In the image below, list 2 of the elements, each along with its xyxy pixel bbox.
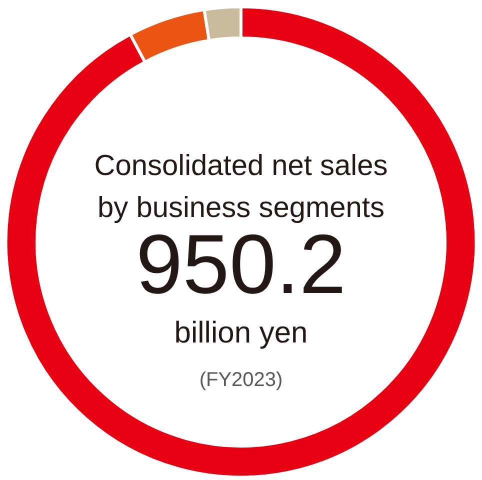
text: (FY2023) <box>199 369 283 391</box>
text: billion yen <box>174 316 308 350</box>
